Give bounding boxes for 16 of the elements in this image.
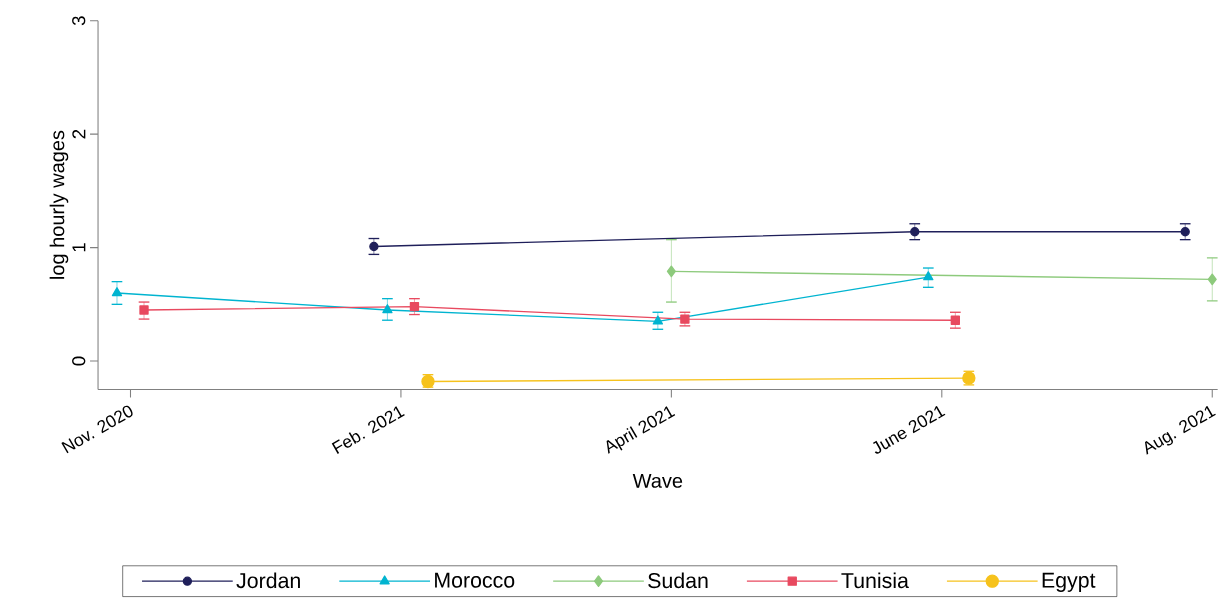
- legend-label: Morocco: [435, 572, 515, 588]
- x-axis-title: Wave: [632, 474, 683, 488]
- y-tick-label: 0: [72, 356, 86, 366]
- legend-label: Egypt: [1042, 572, 1096, 593]
- y-tick-label: 3: [72, 16, 86, 26]
- x-tick-label: Aug. 2021: [1145, 405, 1216, 455]
- x-tick-label: April 2021: [606, 406, 676, 454]
- y-axis-title: log hourly wages: [49, 130, 69, 279]
- legend-label: Jordan: [236, 572, 300, 589]
- y-tick-label: 2: [72, 129, 86, 139]
- x-tick-label: Feb. 2021: [331, 406, 405, 454]
- legend-label: Tunisia: [841, 572, 909, 589]
- x-tick-label: Nov. 2020: [61, 405, 133, 454]
- y-tick-label: 1: [72, 243, 86, 252]
- x-tick-label: June 2021: [873, 406, 946, 454]
- legend-label: Sudan: [648, 572, 708, 589]
